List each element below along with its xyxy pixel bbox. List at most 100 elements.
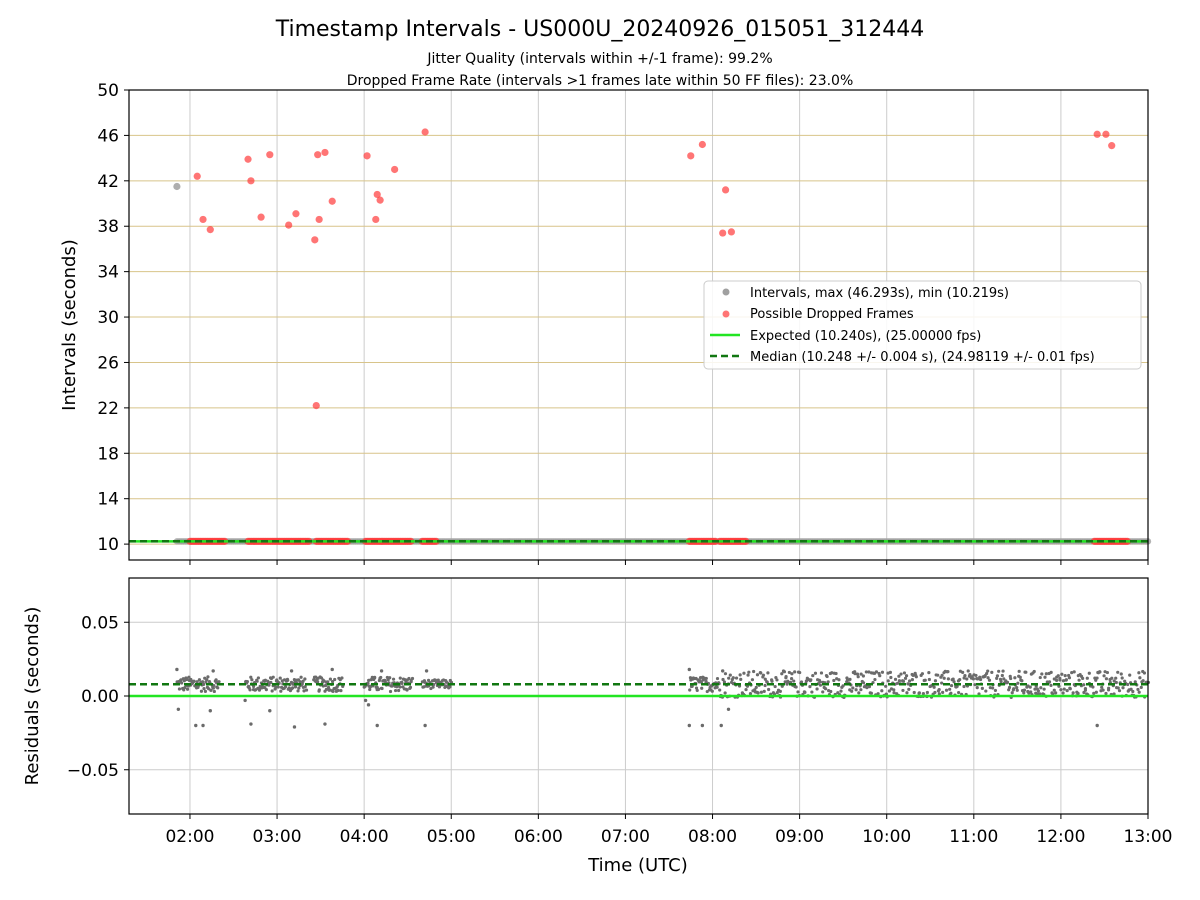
residual-point <box>688 688 692 692</box>
dropped-frame-point <box>687 152 695 160</box>
residual-point <box>326 680 330 684</box>
residual-point <box>286 678 290 682</box>
residual-point <box>951 677 955 681</box>
residual-point <box>873 677 877 682</box>
residual-point <box>211 686 215 690</box>
residual-point <box>715 676 720 681</box>
residual-point <box>1136 687 1140 692</box>
residual-point <box>813 671 818 675</box>
residual-point <box>941 690 945 694</box>
intervals-y-tick-label: 26 <box>97 353 119 373</box>
residual-point <box>373 675 377 679</box>
residual-point <box>738 673 742 677</box>
residual-point <box>1102 674 1106 678</box>
residual-point <box>808 685 812 689</box>
residual-point <box>993 688 998 693</box>
residual-point <box>859 688 863 692</box>
dropped-frame-point <box>727 228 736 236</box>
dropped-frame-point <box>372 215 380 224</box>
intervals-y-tick-label: 18 <box>97 444 119 464</box>
intervals-x-ticks <box>189 560 1149 565</box>
residual-point <box>177 687 182 691</box>
residual-outlier-point <box>687 667 692 672</box>
dropped-frame-point <box>311 236 319 244</box>
residual-point <box>804 679 808 683</box>
residual-point <box>704 679 708 684</box>
residuals-y-tick-label: 0.00 <box>81 687 119 707</box>
dropped-frame-point <box>321 148 329 157</box>
residual-point <box>212 689 216 694</box>
residual-point <box>739 677 743 681</box>
residual-point <box>1010 691 1014 695</box>
residual-point <box>722 680 727 684</box>
residual-point <box>1098 670 1102 674</box>
residual-point <box>908 679 912 683</box>
residual-point <box>734 676 739 680</box>
residual-point <box>1015 685 1019 690</box>
residual-point <box>815 687 819 691</box>
residual-point <box>826 680 830 684</box>
residual-point <box>957 690 961 695</box>
residual-point <box>1016 681 1020 685</box>
residual-point <box>1131 689 1135 694</box>
residual-point <box>1005 680 1010 684</box>
residual-point <box>1056 674 1060 678</box>
residual-point <box>1105 670 1110 675</box>
residual-point <box>185 677 189 682</box>
residual-point <box>324 687 329 691</box>
residual-point <box>921 691 925 696</box>
x-tick-label: 03:00 <box>253 827 302 847</box>
residual-point <box>884 684 888 688</box>
x-tick-label: 06:00 <box>514 827 563 847</box>
residual-point <box>1112 692 1116 696</box>
residual-point <box>715 685 719 689</box>
residual-point <box>1028 685 1032 689</box>
residual-point <box>1057 684 1061 688</box>
residual-point <box>1029 690 1033 694</box>
residual-point <box>216 686 220 690</box>
residual-point <box>914 675 918 679</box>
residual-point <box>393 688 398 693</box>
residual-point <box>303 685 307 689</box>
dropped-frame-point <box>376 196 384 204</box>
residual-point <box>829 689 833 694</box>
residual-point <box>1001 669 1005 673</box>
residual-point <box>380 686 384 691</box>
residual-point <box>256 676 260 680</box>
residual-point <box>408 685 413 689</box>
x-tick-label: 10:00 <box>862 827 911 847</box>
residual-point <box>995 676 999 680</box>
residual-point <box>1137 671 1141 675</box>
residual-point <box>1068 687 1072 691</box>
residual-outlier-point <box>363 698 368 703</box>
residual-point <box>317 688 321 692</box>
residual-point <box>952 680 956 684</box>
residual-point <box>770 679 774 683</box>
residual-point <box>1116 670 1120 674</box>
residual-point <box>1138 676 1142 680</box>
residual-point <box>1071 691 1075 695</box>
residual-point <box>965 677 969 681</box>
residual-point <box>973 683 977 687</box>
residual-point <box>744 687 748 692</box>
residual-point <box>405 688 409 692</box>
residual-point <box>1024 670 1028 674</box>
residual-point <box>977 692 981 696</box>
residual-point <box>437 685 442 689</box>
residual-point <box>895 681 900 685</box>
residual-point <box>966 669 970 673</box>
residual-point <box>942 676 946 680</box>
residual-point <box>271 675 275 679</box>
residual-point <box>1101 688 1105 692</box>
residual-point <box>690 684 694 688</box>
residual-point <box>902 671 907 675</box>
residual-point <box>1061 679 1066 683</box>
residual-point <box>1059 688 1063 692</box>
residual-point <box>448 685 452 689</box>
residual-point <box>1070 671 1074 675</box>
residual-point <box>1060 672 1064 676</box>
residual-outlier-point <box>292 725 297 729</box>
residual-point <box>789 677 794 681</box>
residual-point <box>728 673 732 677</box>
legend: Intervals, max (46.293s), min (10.219s) … <box>703 280 1142 370</box>
